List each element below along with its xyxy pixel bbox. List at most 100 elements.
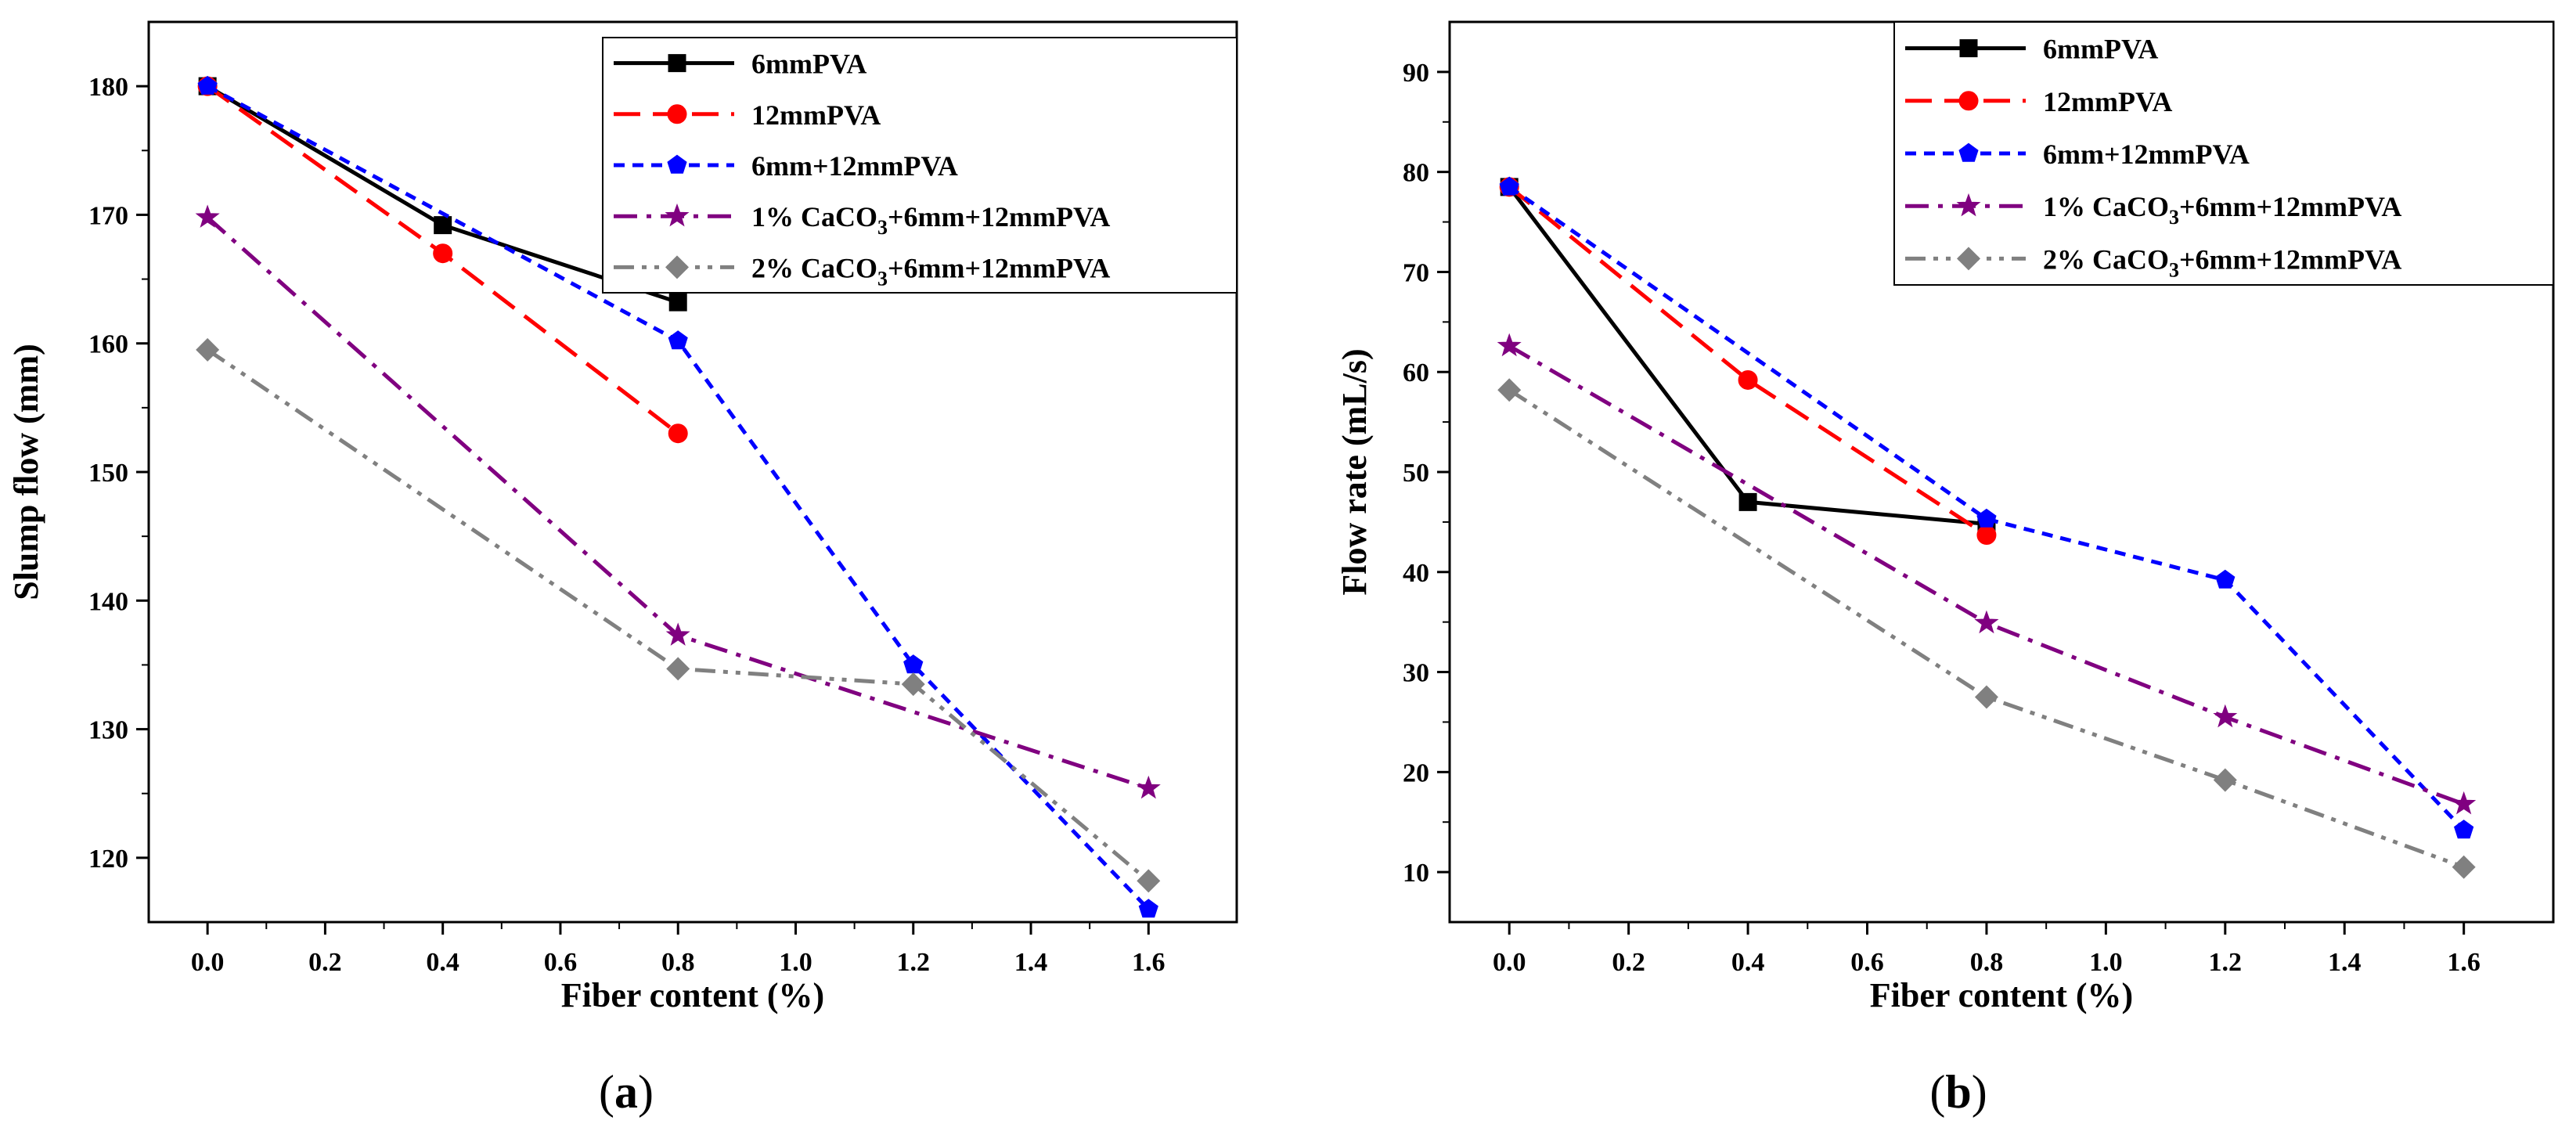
caption-paren: ) — [638, 1066, 654, 1118]
legend-marker — [668, 54, 686, 73]
x-tick-label: 0.2 — [1612, 948, 1645, 977]
x-tick-label: 0.8 — [661, 948, 695, 977]
x-tick-label: 0.2 — [308, 948, 342, 977]
legend-subscript: 3 — [877, 267, 888, 290]
series-4 — [1497, 333, 2477, 815]
series-line — [206, 348, 1150, 883]
legend-text: 1% CaCO — [751, 201, 877, 232]
panel-caption: (b) — [1929, 1066, 1987, 1118]
series-4 — [195, 204, 1161, 799]
data-point — [2213, 704, 2238, 728]
legend-marker — [1958, 142, 1979, 162]
y-axis-label: Flow rate (mL/s) — [1335, 348, 1374, 595]
legend-text: 6mmPVA — [751, 49, 866, 80]
y-tick-label: 70 — [1403, 258, 1429, 287]
series-2 — [197, 76, 688, 444]
data-point — [2213, 768, 2237, 792]
data-point — [668, 293, 687, 312]
y-tick-label: 90 — [1403, 59, 1429, 88]
x-tick-label: 0.4 — [1731, 948, 1765, 977]
x-tick-label: 1.0 — [2089, 948, 2123, 977]
x-tick-label: 0.4 — [426, 948, 459, 977]
y-tick-label: 20 — [1403, 758, 1429, 787]
x-tick-label: 1.2 — [897, 948, 931, 977]
data-point — [665, 622, 690, 646]
y-tick-label: 60 — [1403, 359, 1429, 387]
data-point — [1497, 378, 1522, 402]
caption-paren: ( — [599, 1066, 614, 1118]
y-tick-label: 50 — [1403, 459, 1429, 488]
x-tick-label: 1.4 — [1014, 948, 1048, 977]
legend-entry: 2% CaCO3+6mm+12mmPVA — [751, 252, 1110, 290]
caption-letter: b — [1945, 1066, 1971, 1118]
legend-text: 2% CaCO — [751, 252, 877, 283]
caption-paren: ( — [1929, 1066, 1945, 1118]
data-point — [195, 204, 220, 228]
data-point — [668, 330, 688, 350]
legend-entry: 6mm+12mmPVA — [751, 150, 958, 182]
legend-entry: 1% CaCO3+6mm+12mmPVA — [751, 201, 1110, 239]
x-tick-label: 0.6 — [1850, 948, 1884, 977]
series-line — [1508, 185, 2466, 832]
legend-entry: 6mmPVA — [751, 49, 866, 80]
x-tick-label: 1.4 — [2328, 948, 2362, 977]
series-line — [1508, 344, 2465, 806]
data-point — [2452, 791, 2477, 815]
y-tick-label: 30 — [1403, 659, 1429, 688]
data-point — [1137, 869, 1161, 893]
data-point — [197, 75, 218, 95]
legend-entry: 12mmPVA — [751, 99, 881, 131]
data-point — [1499, 176, 1519, 196]
legend-subscript: 3 — [2169, 206, 2179, 229]
data-point — [1138, 899, 1158, 918]
legend-subscript: 3 — [877, 216, 888, 239]
data-point — [666, 657, 690, 681]
y-tick-label: 40 — [1403, 559, 1429, 588]
legend-marker — [667, 154, 687, 174]
data-point — [1738, 492, 1757, 511]
y-tick-label: 140 — [88, 587, 128, 616]
x-tick-label: 0.6 — [544, 948, 578, 977]
legend-text: 12mmPVA — [751, 99, 881, 131]
data-point — [1497, 333, 1522, 357]
chart-panel-b: 0.0 0.2 0.4 0.6 0.8 1.0 1.2 1.4 1.6 10 20 30 40 50 60 7… — [1335, 20, 2555, 1118]
panel-caption: (a) — [599, 1066, 654, 1118]
chart-panel-a: 0.0 0.2 0.4 0.6 0.8 1.0 1.2 1.4 1.6 120 130 140 150 1… — [7, 20, 1238, 1118]
legend-text-tail: +6mm+12mmPVA — [888, 201, 1110, 232]
caption-paren: ) — [1972, 1066, 1987, 1118]
legend-marker — [1959, 39, 1978, 58]
legend-text-tail: +6mm+12mmPVA — [2179, 191, 2401, 222]
legend-text: 6mmPVA — [2043, 34, 2158, 65]
x-tick-label: 1.6 — [2447, 948, 2481, 977]
series-3 — [197, 75, 1158, 918]
data-point — [1738, 369, 1758, 390]
legend-marker — [1956, 247, 1981, 271]
x-axis-label: Fiber content (%) — [561, 976, 824, 1014]
data-point — [1136, 775, 1161, 799]
y-tick-label: 80 — [1403, 159, 1429, 188]
legend-text: 6mm+12mmPVA — [2043, 139, 2250, 170]
data-point — [2215, 569, 2236, 589]
data-point — [1976, 508, 1997, 528]
data-point — [433, 243, 453, 264]
series-line — [1508, 388, 2465, 870]
legend-entry: 6mm+12mmPVA — [2043, 139, 2250, 170]
legend-text: 2% CaCO — [2043, 243, 2169, 275]
legend-marker — [1958, 91, 1979, 111]
legend-entry: 6mmPVA — [2043, 34, 2158, 65]
data-point — [668, 423, 688, 444]
x-tick-label: 0.0 — [1493, 948, 1526, 977]
legend-marker — [1956, 193, 1981, 217]
data-point — [2454, 820, 2474, 839]
series-line — [1508, 185, 1988, 537]
data-point — [1976, 525, 1997, 545]
legend-text-tail: +6mm+12mmPVA — [2179, 243, 2401, 275]
data-point — [434, 216, 452, 235]
y-tick-label: 120 — [88, 845, 128, 874]
legend-text: 6mm+12mmPVA — [751, 150, 958, 182]
x-tick-label: 0.0 — [191, 948, 225, 977]
legend-marker — [665, 203, 690, 227]
